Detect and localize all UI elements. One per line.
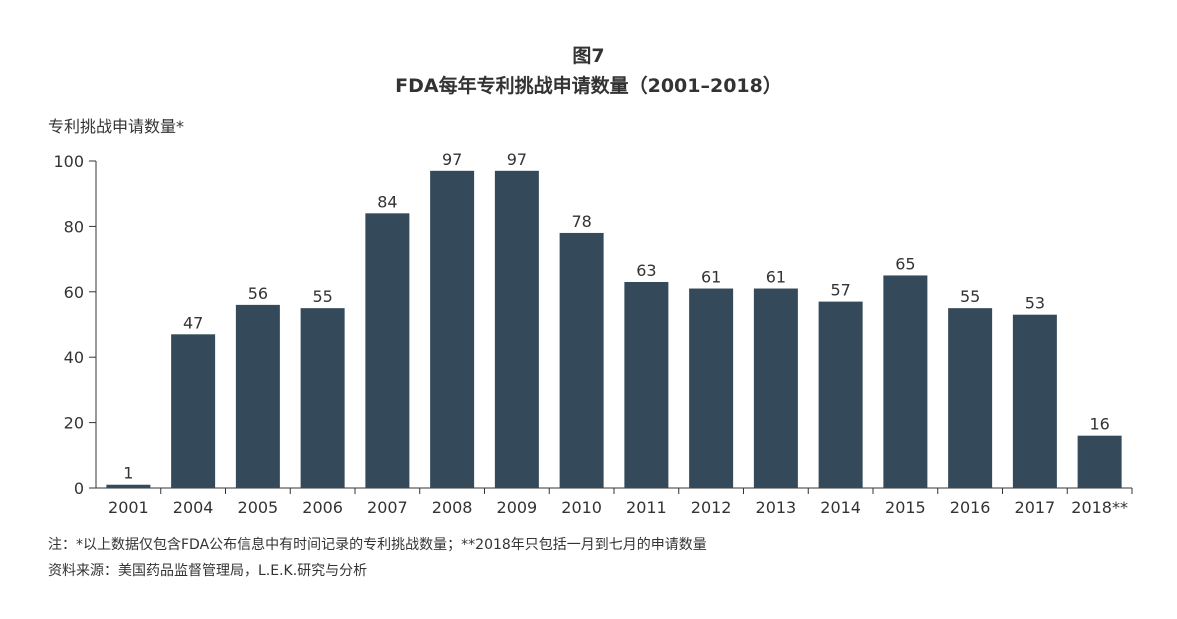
x-tick-label: 2007 bbox=[367, 498, 408, 517]
data-label: 63 bbox=[636, 261, 656, 280]
x-tick-label: 2001 bbox=[108, 498, 149, 517]
bar bbox=[559, 232, 604, 488]
x-tick-label: 2010 bbox=[561, 498, 602, 517]
data-label: 53 bbox=[1025, 294, 1045, 313]
bar bbox=[624, 281, 669, 488]
bar bbox=[753, 288, 798, 488]
x-tick-label: 2008 bbox=[432, 498, 473, 517]
bar bbox=[494, 170, 539, 488]
data-label: 16 bbox=[1089, 415, 1109, 434]
data-label: 97 bbox=[442, 150, 462, 169]
x-tick-label: 2011 bbox=[626, 498, 667, 517]
bar bbox=[1012, 314, 1057, 488]
y-tick-label: 60 bbox=[64, 283, 84, 302]
data-label: 57 bbox=[830, 281, 850, 300]
x-tick-label: 2004 bbox=[173, 498, 214, 517]
chart-title: FDA每年专利挑战申请数量（2001–2018） bbox=[395, 75, 782, 97]
data-label: 47 bbox=[183, 313, 203, 332]
data-label: 84 bbox=[377, 192, 397, 211]
x-tick-label: 2014 bbox=[820, 498, 861, 517]
bar bbox=[171, 334, 216, 488]
x-tick-label: 2005 bbox=[238, 498, 279, 517]
bar bbox=[430, 170, 475, 488]
bar-chart: 0 20 40 60 80 100 2001 1 2004 47 2005 56 2006 55 2007 8… bbox=[53, 150, 1133, 517]
x-tick-label: 2006 bbox=[302, 498, 343, 517]
data-label: 1 bbox=[123, 464, 133, 483]
figure-number: 图7 bbox=[572, 45, 605, 67]
y-axis-title: 专利挑战申请数量* bbox=[48, 117, 185, 136]
x-tick-label: 2009 bbox=[497, 498, 538, 517]
data-label: 55 bbox=[312, 287, 332, 306]
bar bbox=[106, 484, 151, 488]
y-tick-label: 40 bbox=[64, 348, 84, 367]
y-tick-label: 100 bbox=[53, 152, 84, 171]
x-tick-label: 2013 bbox=[756, 498, 797, 517]
source-note: 资料来源：美国药品监督管理局，L.E.K.研究与分析 bbox=[48, 563, 368, 579]
y-tick-label: 80 bbox=[64, 217, 84, 236]
x-tick-label: 2017 bbox=[1015, 498, 1056, 517]
data-label: 61 bbox=[766, 268, 786, 287]
bar bbox=[235, 304, 280, 488]
footnote: 注：*以上数据仅包含FDA公布信息中有时间记录的专利挑战数量；**2018年只包… bbox=[48, 537, 707, 553]
bar bbox=[948, 308, 993, 488]
y-tick-label: 0 bbox=[74, 479, 84, 498]
y-tick-label: 20 bbox=[64, 414, 84, 433]
data-label: 97 bbox=[507, 150, 527, 169]
data-label: 55 bbox=[960, 287, 980, 306]
bar bbox=[689, 288, 734, 488]
data-label: 65 bbox=[895, 254, 915, 273]
bar bbox=[883, 275, 928, 488]
bar bbox=[365, 213, 410, 488]
x-tick-label: 2018** bbox=[1071, 498, 1128, 517]
data-label: 78 bbox=[571, 212, 591, 231]
x-tick-label: 2016 bbox=[950, 498, 991, 517]
bar bbox=[818, 301, 863, 488]
data-label: 61 bbox=[701, 268, 721, 287]
data-label: 56 bbox=[248, 284, 268, 303]
x-tick-label: 2012 bbox=[691, 498, 732, 517]
bar bbox=[300, 308, 345, 488]
x-tick-label: 2015 bbox=[885, 498, 926, 517]
bar bbox=[1077, 435, 1122, 488]
